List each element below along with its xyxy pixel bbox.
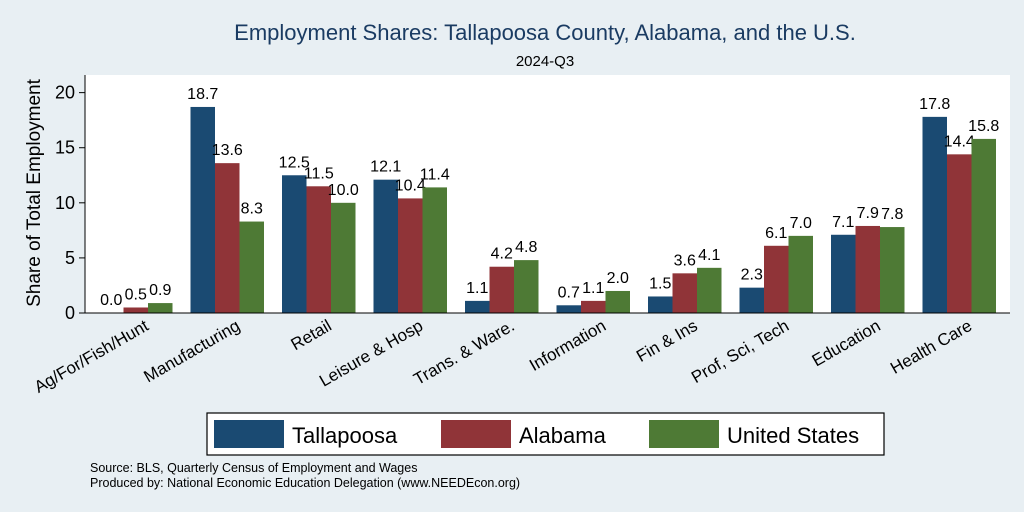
bar-value-label: 2.3	[741, 267, 763, 284]
legend-label: United States	[727, 423, 859, 448]
category-label: Education	[809, 316, 884, 370]
category-label: Manufacturing	[140, 316, 243, 386]
legend-swatch	[441, 420, 511, 448]
bar-value-label: 0.9	[149, 282, 171, 299]
bar-value-label: 0.7	[558, 284, 580, 301]
bar-value-label: 4.2	[491, 246, 513, 263]
bar	[697, 267, 722, 313]
bar	[398, 198, 423, 313]
bar-value-label: 14.4	[944, 133, 975, 150]
bar-value-label: 0.0	[100, 292, 122, 309]
bar-value-label: 18.7	[187, 86, 218, 103]
bar-value-label: 10.4	[395, 177, 426, 194]
legend-box	[206, 412, 885, 456]
bar	[489, 266, 514, 313]
bar	[922, 116, 947, 314]
bar-value-label: 4.8	[515, 239, 537, 256]
bars-group: 0.0 0.5 0.9 18.7 13.6 8.3 12.511.510.0 12.110.4…	[85, 86, 1010, 314]
bar-value-label: 1.1	[466, 280, 488, 297]
category-label: Health Care	[887, 316, 975, 378]
bar	[947, 154, 972, 313]
legend: Tallapoosa Alabama United States	[206, 412, 885, 456]
bar-value-label: 7.0	[790, 215, 812, 232]
bar	[422, 187, 447, 313]
category-label: Prof, Sci, Tech	[688, 316, 792, 387]
bar	[880, 227, 905, 313]
bar-value-label: 11.5	[304, 165, 334, 182]
bar-value-label: 2.0	[607, 270, 629, 287]
category-label: Information	[526, 316, 609, 375]
y-tick-label: 0	[65, 303, 75, 323]
legend-swatch	[649, 420, 719, 448]
bar	[605, 290, 630, 313]
bar	[282, 175, 307, 313]
bar-value-label: 13.6	[212, 142, 243, 159]
bar	[465, 300, 490, 313]
produced-by-note: Produced by: National Economic Education…	[90, 476, 520, 490]
bar-value-label: 1.5	[649, 275, 671, 292]
bar	[306, 186, 331, 313]
bar-value-label: 1.1	[582, 280, 604, 297]
bar-value-label: 12.1	[370, 159, 401, 176]
bar-value-label: 11.4	[420, 166, 450, 183]
bar	[672, 273, 697, 313]
legend-label: Alabama	[519, 423, 607, 448]
legend-label: Tallapoosa	[292, 423, 398, 448]
bar-value-label: 10.0	[328, 182, 359, 199]
bar	[739, 287, 764, 313]
bar	[373, 179, 398, 313]
bar	[831, 234, 856, 313]
bar	[514, 260, 539, 313]
bar-value-label: 6.1	[765, 225, 787, 242]
bar-value-label: 8.3	[241, 201, 263, 218]
bar	[788, 235, 813, 313]
y-axis-label: Share of Total Employment	[24, 78, 45, 306]
bar-value-label: 3.6	[674, 252, 696, 269]
bar-value-label: 7.9	[857, 205, 879, 222]
bar	[764, 245, 789, 313]
y-axis: 0 5 10 15 20	[55, 75, 86, 323]
bar-value-label: 15.8	[968, 118, 999, 135]
bar	[855, 225, 880, 313]
chart-subtitle: 2024-Q3	[516, 53, 574, 70]
bar-value-label: 7.1	[832, 214, 854, 231]
bar	[190, 106, 215, 313]
y-tick-label: 20	[55, 83, 75, 103]
bar-value-label: 12.5	[279, 154, 310, 171]
bar	[581, 300, 606, 313]
bar-value-label: 17.8	[919, 96, 950, 113]
bar	[148, 303, 173, 313]
bar-value-label: 0.5	[125, 286, 147, 303]
bar	[239, 221, 264, 313]
bar	[556, 305, 581, 313]
bar	[648, 296, 673, 313]
legend-swatch	[214, 420, 284, 448]
category-label: Fin & Ins	[633, 316, 701, 366]
category-label: Leisure & Hosp	[316, 316, 426, 391]
source-note: Source: BLS, Quarterly Census of Employm…	[90, 461, 417, 475]
y-tick-label: 5	[65, 248, 75, 268]
category-label: Ag/For/Fish/Hunt	[31, 316, 152, 397]
bar-value-label: 7.8	[881, 206, 903, 223]
category-label: Trans. & Ware.	[410, 316, 517, 389]
bar	[123, 307, 148, 313]
y-tick-label: 10	[55, 193, 75, 213]
chart-title: Employment Shares: Tallapoosa County, Al…	[234, 20, 856, 45]
y-tick-label: 15	[55, 138, 75, 158]
bar	[971, 138, 996, 313]
bar	[215, 163, 240, 313]
category-label: Retail	[288, 316, 335, 354]
bar	[331, 202, 356, 313]
bar-value-label: 4.1	[698, 247, 720, 264]
